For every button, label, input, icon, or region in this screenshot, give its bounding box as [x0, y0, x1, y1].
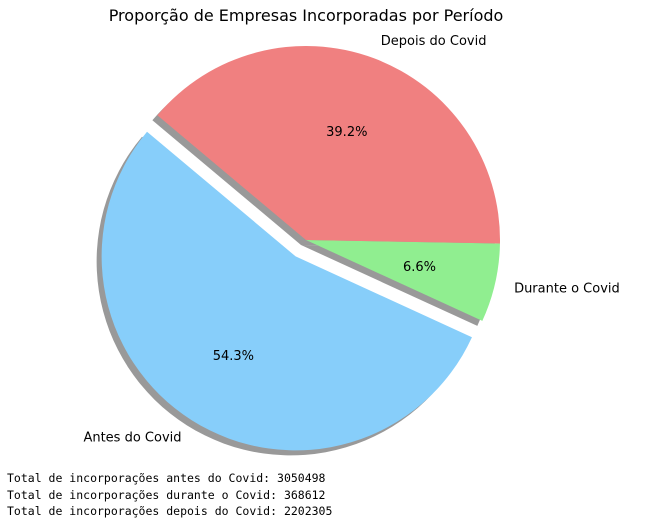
- output-line-after: Total de incorporações depois do Covid: …: [7, 504, 333, 518]
- slice-pct-depois-do-covid: 39.2%: [326, 125, 367, 140]
- pie-slice-layer: [101, 46, 500, 451]
- slice-pct-antes-do-covid: 54.3%: [213, 349, 254, 364]
- output-block: Total de incorporações antes do Covid: 3…: [7, 470, 667, 520]
- slice-durante-o-covid: [306, 240, 500, 321]
- pie-chart: Proporção de Empresas Incorporadas por P…: [83, 6, 620, 456]
- slice-label-depois-do-covid: Depois do Covid: [381, 34, 487, 49]
- output-line-during: Total de incorporações durante o Covid: …: [7, 487, 326, 502]
- slice-pct-durante-o-covid: 6.6%: [403, 260, 436, 275]
- slice-depois-do-covid: [157, 46, 500, 244]
- slice-antes-do-covid: [101, 131, 472, 451]
- pie-label-layer: Antes do Covid 54.3% Durante o Covid 6.6% De…: [83, 34, 619, 446]
- slice-label-antes-do-covid: Antes do Covid: [83, 431, 181, 446]
- output-line-before: Total de incorporações antes do Covid: 3…: [7, 471, 326, 485]
- chart-title: Proporção de Empresas Incorporadas por P…: [109, 6, 504, 25]
- slice-label-durante-o-covid: Durante o Covid: [514, 281, 620, 296]
